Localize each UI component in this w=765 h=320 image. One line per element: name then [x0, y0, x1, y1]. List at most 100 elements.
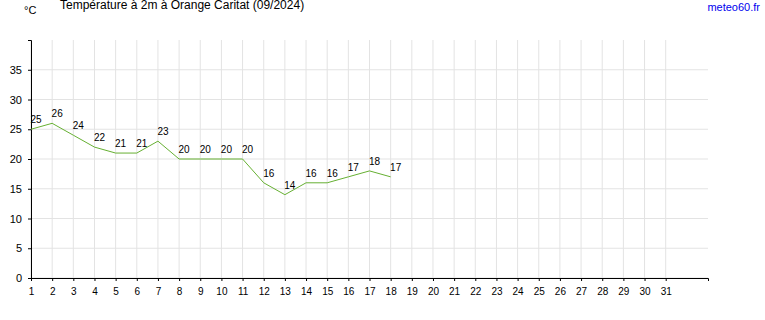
data-label: 17: [390, 162, 402, 173]
data-label: 26: [52, 108, 64, 119]
y-tick: 5: [16, 242, 31, 254]
x-tick-mark: [264, 278, 265, 281]
x-tick-label: 25: [534, 286, 546, 297]
x-axis-line: [32, 279, 709, 282]
y-tick-mark: [28, 100, 31, 101]
x-grid-line: [306, 40, 307, 278]
x-grid-line: [538, 40, 539, 278]
x-tick-mark: [475, 278, 476, 281]
x-grid-line: [665, 40, 666, 278]
x-tick: 11: [238, 278, 249, 297]
data-label: 22: [94, 132, 106, 143]
x-tick-mark: [391, 278, 392, 281]
x-tick-mark: [327, 278, 328, 281]
grid: [31, 40, 708, 278]
y-tick-mark: [28, 219, 31, 220]
x-tick: 13: [280, 278, 292, 297]
data-label: 24: [73, 120, 85, 131]
x-tick-label: 16: [343, 286, 355, 297]
y-tick-label: 5: [16, 242, 22, 254]
x-tick-label: 24: [513, 286, 525, 297]
data-label: 20: [179, 144, 191, 155]
x-tick: 3: [71, 278, 77, 297]
x-grid-line: [94, 40, 95, 278]
x-tick-mark: [602, 278, 603, 281]
x-tick: 29: [618, 278, 630, 297]
x-grid-line: [115, 40, 116, 278]
x-tick: 12: [259, 278, 271, 297]
x-tick-mark: [200, 278, 201, 281]
x-tick-label: 26: [555, 286, 567, 297]
x-tick-label: 30: [639, 286, 651, 297]
y-tick-mark: [28, 189, 31, 190]
data-label: 16: [305, 168, 317, 179]
y-tick-mark: [28, 159, 31, 160]
x-grid-line: [559, 40, 560, 278]
x-tick-label: 1: [29, 286, 35, 297]
x-tick-label: 8: [177, 286, 183, 297]
y-tick-mark: [28, 248, 31, 249]
x-tick: 21: [449, 278, 461, 297]
x-grid-line: [644, 40, 645, 278]
y-tick: 10: [10, 213, 31, 225]
x-tick-label: 3: [71, 286, 77, 297]
x-tick-label: 20: [428, 286, 440, 297]
data-label: 21: [136, 138, 148, 149]
x-tick-mark: [94, 278, 95, 281]
x-tick-mark: [306, 278, 307, 281]
x-grid-line: [348, 40, 349, 278]
x-grid-line: [52, 40, 53, 278]
x-tick-mark: [433, 278, 434, 281]
x-tick-label: 23: [491, 286, 503, 297]
data-label: 25: [30, 114, 42, 125]
y-axis: 05101520253035: [10, 41, 32, 285]
x-tick: 1: [29, 278, 35, 297]
x-grid-line: [73, 40, 74, 278]
x-tick-label: 11: [238, 286, 249, 297]
x-tick-mark: [623, 278, 624, 281]
data-label: 18: [369, 156, 381, 167]
x-tick: 30: [639, 278, 651, 297]
x-grid-line: [475, 40, 476, 278]
x-grid-line: [263, 40, 264, 278]
x-tick-mark: [137, 278, 138, 281]
x-tick-label: 18: [386, 286, 398, 297]
x-tick: 23: [491, 278, 503, 297]
data-label: 23: [157, 126, 169, 137]
x-tick-mark: [243, 278, 244, 281]
x-tick-mark: [496, 278, 497, 281]
y-tick: 15: [10, 183, 31, 195]
chart-title: Température à 2m à Orange Caritat (09/20…: [60, 0, 304, 12]
x-tick-mark: [73, 278, 74, 281]
x-tick-mark: [158, 278, 159, 281]
x-tick: 9: [198, 278, 204, 297]
x-tick: 8: [177, 278, 183, 297]
x-tick-label: 13: [280, 286, 292, 297]
data-label: 17: [348, 162, 360, 173]
x-tick-mark: [518, 278, 519, 281]
x-tick-label: 28: [597, 286, 609, 297]
temperature-line: [31, 123, 391, 194]
x-tick-mark: [31, 278, 32, 281]
x-tick: 2: [50, 278, 56, 297]
x-tick: 18: [386, 278, 398, 297]
x-tick: 7: [156, 278, 162, 297]
x-tick: 24: [513, 278, 525, 297]
x-tick: 27: [576, 278, 588, 297]
x-grid-line: [390, 40, 391, 278]
y-tick-label: 35: [10, 64, 22, 76]
x-grid-line: [157, 40, 158, 278]
y-tick: 25: [10, 123, 31, 135]
x-tick-mark: [412, 278, 413, 281]
x-tick: 26: [555, 278, 567, 297]
y-axis-title: °C: [24, 4, 36, 16]
x-grid-line: [517, 40, 518, 278]
y-tick: 0: [16, 272, 31, 284]
data-labels: 252624222121232020202016141616171817: [30, 108, 401, 190]
y-tick-label: 10: [10, 213, 22, 225]
x-tick-label: 4: [92, 286, 98, 297]
x-grid-line: [327, 40, 328, 278]
y-tick: 30: [10, 94, 31, 106]
x-tick-label: 5: [113, 286, 119, 297]
x-tick-label: 19: [407, 286, 419, 297]
